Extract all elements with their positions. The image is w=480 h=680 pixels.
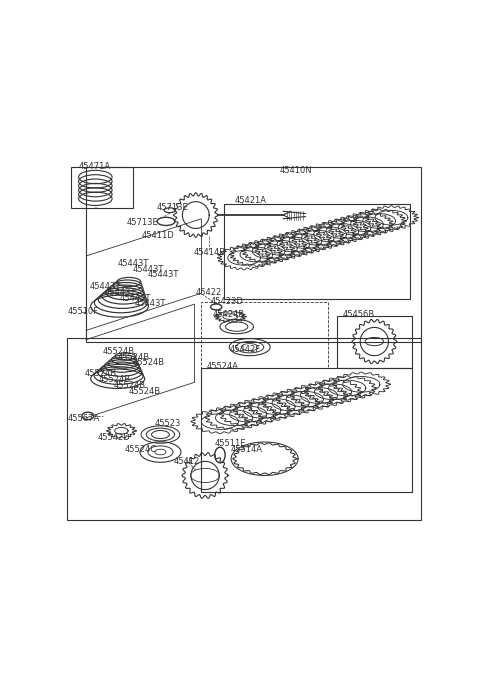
Text: 45411D: 45411D: [142, 231, 175, 240]
Text: 45442F: 45442F: [229, 345, 260, 354]
Text: 45524B: 45524B: [99, 375, 131, 384]
Text: 45410N: 45410N: [279, 166, 312, 175]
Text: 45567A: 45567A: [67, 414, 100, 423]
Text: 45422: 45422: [196, 288, 222, 296]
Text: 45542D: 45542D: [97, 432, 130, 441]
Text: 45423D: 45423D: [211, 297, 243, 306]
Text: 45524B: 45524B: [103, 347, 135, 356]
Text: 45524B: 45524B: [132, 358, 165, 367]
Text: 45443T: 45443T: [90, 282, 121, 290]
Text: 45456B: 45456B: [343, 310, 375, 319]
Text: 45524B: 45524B: [84, 369, 116, 378]
Text: 45414B: 45414B: [194, 248, 226, 257]
Text: 45524B: 45524B: [118, 353, 150, 362]
Text: 45443T: 45443T: [120, 294, 151, 303]
Text: 45524C: 45524C: [125, 445, 157, 454]
Text: 45412: 45412: [173, 457, 200, 466]
Text: 45443T: 45443T: [134, 299, 166, 309]
Text: 45514A: 45514A: [231, 445, 263, 454]
Text: 45443T: 45443T: [118, 259, 149, 268]
Text: 45443T: 45443T: [105, 288, 136, 296]
Text: 45524B: 45524B: [129, 386, 161, 396]
Text: 45713E: 45713E: [127, 218, 159, 227]
Bar: [202, 368, 411, 492]
Text: 45713E: 45713E: [156, 203, 189, 212]
Bar: [86, 167, 421, 341]
Bar: [224, 204, 409, 299]
Text: 45523: 45523: [155, 419, 181, 428]
Text: 45421A: 45421A: [235, 196, 267, 205]
Bar: [67, 338, 421, 520]
Text: 45443T: 45443T: [132, 265, 164, 273]
Text: 45443T: 45443T: [147, 270, 179, 279]
Bar: [202, 303, 328, 368]
Text: 45524B: 45524B: [114, 381, 146, 390]
Text: 45424B: 45424B: [213, 310, 245, 319]
Bar: [71, 167, 132, 207]
Bar: [337, 316, 411, 368]
Text: 45510F: 45510F: [67, 307, 98, 316]
Text: 45511E: 45511E: [215, 439, 246, 447]
Text: 45524A: 45524A: [207, 362, 239, 371]
Text: 45471A: 45471A: [79, 163, 111, 171]
